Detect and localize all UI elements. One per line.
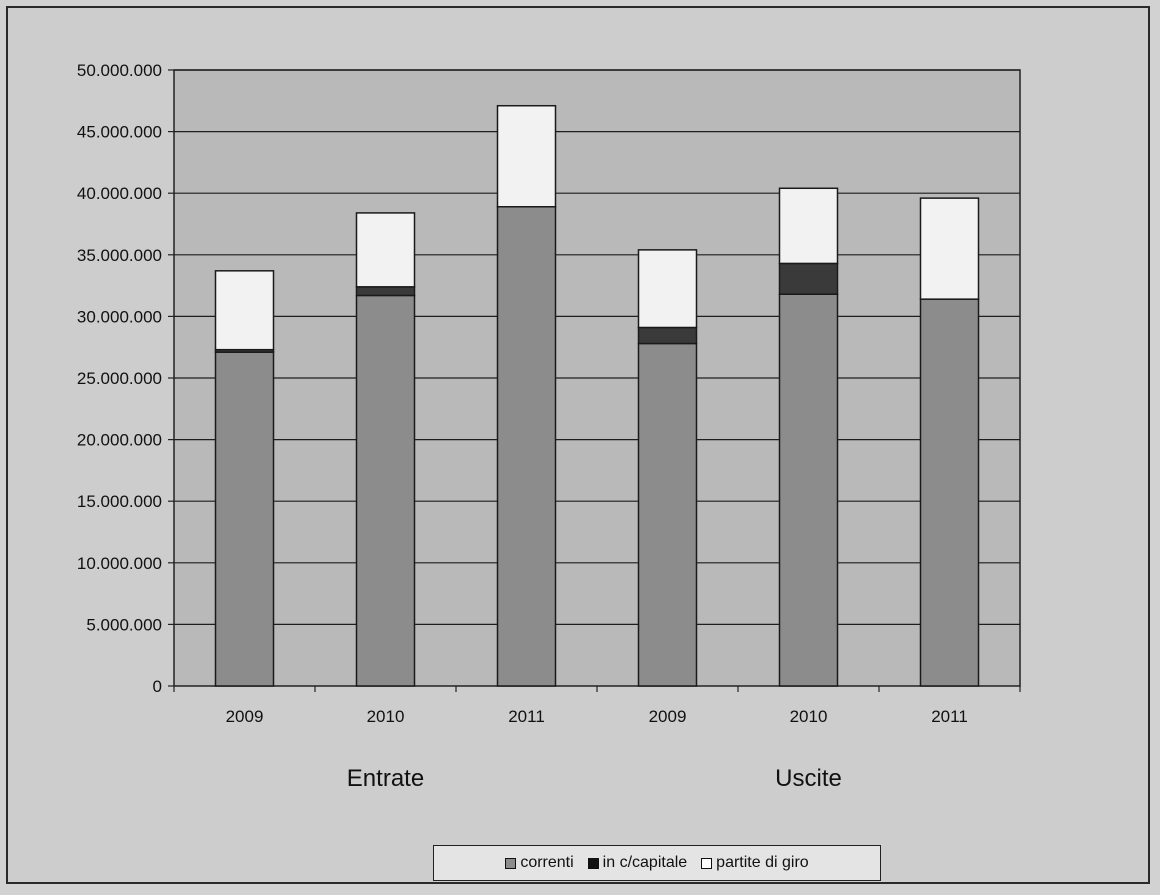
legend-item-in-c-capitale: in c/capitale (587, 854, 688, 872)
x-tick-label: 2011 (931, 707, 968, 726)
x-tick-label: 2010 (790, 707, 828, 726)
x-tick-label: 2010 (367, 707, 405, 726)
bar-partite-di-giro-4 (778, 187, 839, 265)
y-tick-label: 25.000.000 (77, 369, 162, 388)
y-tick-label: 0 (153, 677, 162, 696)
bar-correnti-1 (355, 294, 416, 687)
legend-swatch-in-c-capitale (587, 857, 599, 869)
bar-correnti-5 (919, 298, 980, 687)
x-tick-label: 2009 (226, 707, 264, 726)
x-tick-label: 2011 (508, 707, 545, 726)
legend: correnti in c/capitale partite di giro (433, 845, 881, 881)
bar-in-c-capitale-4 (778, 262, 839, 295)
stacked-bar-chart: 0 5.000.000 10.000.000 15.000.000 20.000.000… (77, 61, 1021, 792)
bar-partite-di-giro-3 (637, 249, 698, 329)
bar-partite-di-giro-1 (355, 212, 416, 288)
legend-label-partite-di-giro: partite di giro (716, 854, 809, 871)
legend-swatch-partite-di-giro (701, 857, 713, 869)
y-tick-label: 40.000.000 (77, 184, 162, 203)
bar-partite-di-giro-5 (919, 197, 980, 300)
x-tick-label: 2009 (649, 707, 687, 726)
y-tick-label: 10.000.000 (77, 554, 162, 573)
bar-partite-di-giro-0 (214, 270, 275, 351)
legend-label-in-c-capitale: in c/capitale (602, 854, 688, 871)
group-label: Entrate (347, 765, 424, 792)
bar-correnti-3 (637, 342, 698, 687)
group-label: Uscite (775, 765, 842, 792)
legend-item-partite-di-giro: partite di giro (701, 854, 809, 872)
legend-label-correnti: correnti (520, 854, 574, 871)
y-tick-label: 15.000.000 (77, 492, 162, 511)
bar-correnti-4 (778, 293, 839, 687)
bar-correnti-0 (214, 351, 275, 687)
y-tick-label: 35.000.000 (77, 246, 162, 265)
bar-in-c-capitale-3 (637, 326, 698, 345)
legend-swatch-correnti (505, 857, 517, 869)
legend-item-correnti: correnti (505, 854, 574, 872)
bar-partite-di-giro-2 (496, 104, 557, 208)
y-tick-label: 5.000.000 (86, 615, 162, 634)
y-tick-label: 30.000.000 (77, 307, 162, 326)
chart-frame: 0 5.000.000 10.000.000 15.000.000 20.000.000… (6, 6, 1150, 884)
bar-in-c-capitale-1 (355, 286, 416, 297)
y-tick-label: 45.000.000 (77, 123, 162, 142)
y-tick-label: 20.000.000 (77, 431, 162, 450)
y-tick-label: 50.000.000 (77, 61, 162, 80)
bar-correnti-2 (496, 206, 557, 687)
